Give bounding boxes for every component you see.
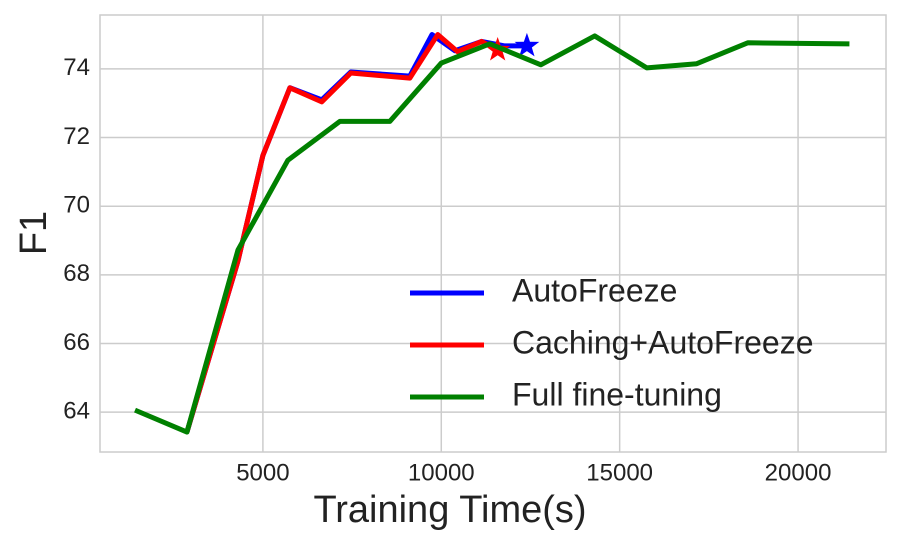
y-axis-label: F1 <box>13 211 55 255</box>
y-tick-label: 64 <box>63 398 90 425</box>
plot-area <box>99 14 887 453</box>
x-tick-label: 5000 <box>236 459 289 486</box>
y-tick-label: 72 <box>63 123 90 150</box>
legend-label: Caching+AutoFreeze <box>512 324 814 360</box>
series-line <box>134 33 850 435</box>
x-tick-label: 10000 <box>408 459 475 486</box>
legend-label: AutoFreeze <box>512 272 677 308</box>
series-line <box>184 32 499 433</box>
y-tick-label: 70 <box>63 192 90 219</box>
y-tick-label: 74 <box>63 54 90 81</box>
legend-label: Full fine-tuning <box>512 376 722 412</box>
y-tick-label: 68 <box>63 260 90 287</box>
y-tick-label: 66 <box>63 329 90 356</box>
x-axis-label: Training Time(s) <box>313 489 586 531</box>
x-tick-label: 15000 <box>586 459 653 486</box>
x-tick-label: 20000 <box>765 459 832 486</box>
end-marker <box>514 32 540 57</box>
